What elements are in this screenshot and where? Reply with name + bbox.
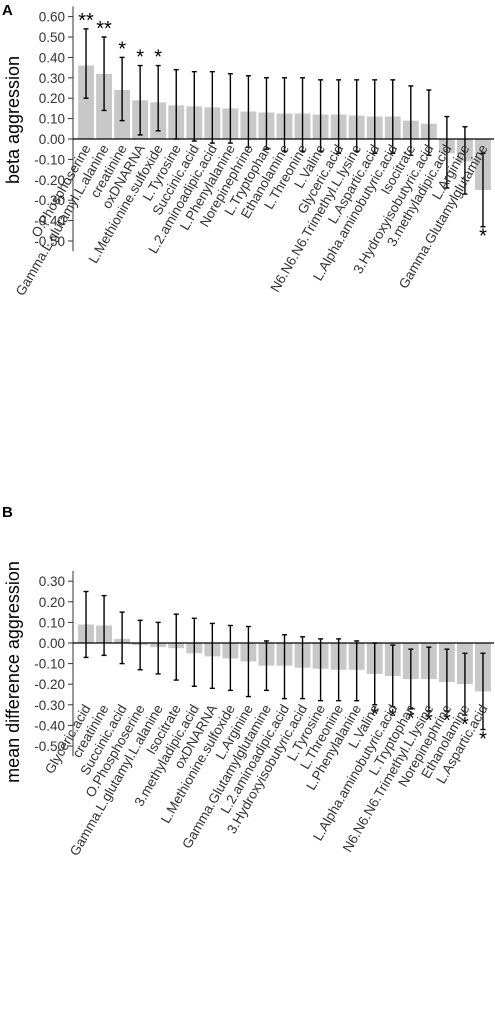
panel-a-y-tick-label: 0.50 bbox=[39, 30, 65, 45]
panel-a-error-bar bbox=[480, 152, 486, 228]
panel-b-y-axis-title: mean difference aggression bbox=[3, 561, 23, 783]
panel-b-error-bar bbox=[426, 646, 432, 712]
panel-a-significance-mark: * bbox=[154, 47, 162, 69]
panel-b-axes bbox=[72, 570, 494, 757]
panel-a-y-tick-label: 0.20 bbox=[39, 91, 65, 106]
panel-b-y-tick-label: 0.00 bbox=[39, 636, 65, 651]
panel-b-error-bar bbox=[318, 638, 324, 702]
panel-b-error-bar bbox=[83, 590, 89, 659]
panel-b-error-bar bbox=[263, 640, 269, 692]
panel-b-error-bar bbox=[462, 652, 468, 716]
panel-a-chart: A beta aggression 0.600.500.400.300.200.… bbox=[2, 2, 494, 298]
panel-b-error-bar bbox=[300, 636, 306, 700]
panel-a-error-bar bbox=[390, 79, 396, 154]
panel-a-significance-marks: ** *** * ** bbox=[78, 10, 487, 248]
panel-b-error-bar bbox=[173, 613, 179, 681]
panel-a-error-bar bbox=[137, 64, 143, 136]
panel-a-significance-mark: ** bbox=[78, 10, 94, 32]
panel-b-significance-mark: * bbox=[371, 704, 379, 726]
panel-b-error-bar bbox=[227, 624, 233, 692]
panel-a-y-tick-label: 0.00 bbox=[39, 132, 65, 147]
panel-b-error-bar bbox=[209, 622, 215, 690]
panel-b-y-tick-label: 0.20 bbox=[39, 595, 65, 610]
panel-a-error-bars bbox=[83, 28, 486, 228]
panel-b-significance-mark: * bbox=[425, 710, 433, 732]
panel-b-y-tick-label: -0.40 bbox=[34, 718, 65, 733]
panel-a-error-bar bbox=[101, 36, 107, 112]
panel-a-significance-mark: * bbox=[479, 226, 487, 248]
panel-b-error-bar bbox=[408, 648, 414, 710]
panel-b-significance-mark: * bbox=[407, 708, 415, 730]
panel-b-error-bar bbox=[155, 621, 161, 675]
panel-a-y-tick-label: 0.10 bbox=[39, 112, 65, 127]
panel-b-error-bar bbox=[354, 640, 360, 702]
panel-a-letter: A bbox=[2, 2, 13, 19]
panel-a-significance-mark: * bbox=[136, 47, 144, 69]
panel-a-y-tick-label: -0.50 bbox=[34, 234, 65, 249]
panel-a-error-bar bbox=[191, 70, 197, 142]
panel-a-error-bar bbox=[372, 79, 378, 154]
panel-a-y-axis-title: beta aggression bbox=[3, 56, 23, 184]
panel-a-significance-mark: * bbox=[118, 38, 126, 60]
panel-b-error-bar bbox=[282, 634, 287, 700]
panel-b-category-labels: Glyceric.acidcreatinineSuccinic.acidO.Ph… bbox=[42, 702, 491, 858]
panel-b-error-bar bbox=[101, 594, 107, 657]
panel-b-error-bar bbox=[444, 648, 450, 712]
panel-a-y-tick-label: 0.30 bbox=[39, 71, 65, 86]
panel-a-y-tick-label: -0.10 bbox=[34, 152, 65, 167]
panel-b-error-bar bbox=[336, 638, 342, 702]
panel-a-y-tick-label: -0.40 bbox=[34, 214, 65, 229]
panel-a-bar bbox=[78, 65, 94, 139]
panel-b-significance-mark: * bbox=[479, 729, 487, 751]
panel-b-error-bar bbox=[480, 652, 486, 731]
panel-b-error-bar bbox=[137, 619, 143, 671]
panel-a-error-bar bbox=[119, 56, 125, 122]
panel-b-y-ticks: 0.30 0.20 0.10 0.00 -0.10 -0.20 -0.30 -0.40 -0.5… bbox=[34, 574, 73, 754]
panel-a-error-bar bbox=[227, 73, 233, 144]
panel-a-error-bar bbox=[263, 77, 269, 150]
panel-b-error-bar bbox=[390, 644, 396, 708]
panel-a-error-bar bbox=[83, 28, 89, 99]
panel-b-significance-mark: * bbox=[461, 714, 469, 736]
panel-a-axes bbox=[72, 6, 494, 252]
panel-a-error-bar bbox=[209, 70, 215, 144]
panel-a-y-tick-label: -0.30 bbox=[34, 193, 65, 208]
panel-a-y-tick-label: -0.20 bbox=[34, 173, 65, 188]
panel-a-significance-mark: ** bbox=[96, 18, 112, 40]
panel-a-error-bar bbox=[408, 85, 414, 157]
panel-b-y-tick-label: -0.50 bbox=[34, 739, 65, 754]
panel-a-error-bar bbox=[336, 79, 342, 154]
panel-a-error-bar bbox=[444, 115, 450, 189]
panel-b-significance-marks: * * * * * * * bbox=[371, 704, 487, 751]
panel-a-y-ticks: 0.60 0.50 0.40 0.30 0.20 0.10 0.00 -0.10 -0.20 -0… bbox=[34, 10, 73, 249]
panel-b-y-tick-label: 0.30 bbox=[39, 574, 65, 589]
panel-b-error-bar bbox=[191, 617, 197, 687]
panel-b-significance-mark: * bbox=[443, 710, 451, 732]
panel-a-error-bar bbox=[426, 89, 432, 157]
panel-b-significance-mark: * bbox=[389, 706, 397, 728]
panel-a-y-tick-label: 0.40 bbox=[39, 50, 65, 65]
panel-b-y-tick-label: -0.30 bbox=[34, 698, 65, 713]
panel-b-y-tick-label: 0.10 bbox=[39, 615, 65, 630]
panel-b-chart: B mean difference aggression 0.30 0.20 0.1… bbox=[2, 504, 494, 858]
panel-b-error-bar bbox=[119, 611, 125, 665]
panel-a-error-bar bbox=[462, 126, 468, 195]
panel-a-y-tick-label: 0.60 bbox=[39, 10, 65, 25]
panel-b-letter: B bbox=[2, 504, 13, 521]
panel-b-y-tick-label: -0.10 bbox=[34, 657, 65, 672]
panel-a-error-bar bbox=[245, 75, 251, 148]
panel-b-error-bar bbox=[245, 625, 251, 698]
panel-b-error-bars bbox=[83, 590, 486, 731]
panel-a-category-labels: O.PhosphoserineGamma.L.glutamyl.L.alanin… bbox=[13, 142, 491, 298]
panel-b-y-tick-label: -0.20 bbox=[34, 677, 65, 692]
panel-a-error-bar bbox=[155, 64, 161, 132]
